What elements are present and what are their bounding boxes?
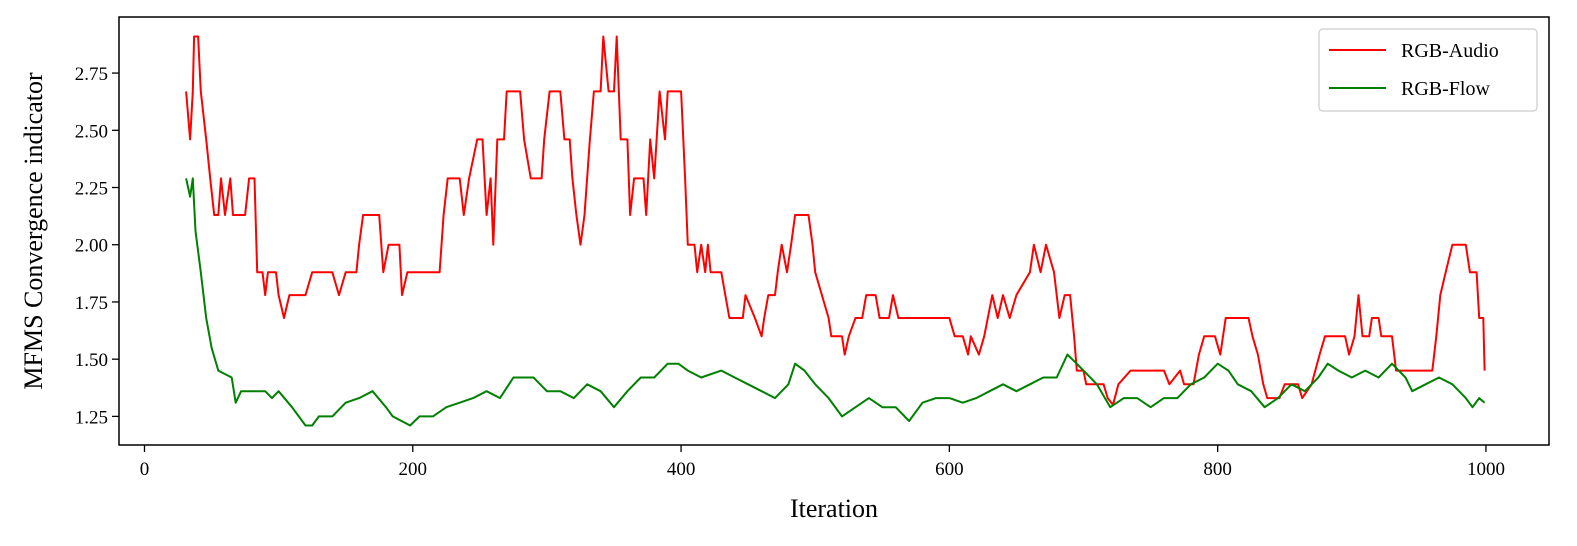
series-line xyxy=(185,177,1486,427)
y-axis-label: MFMS Convergence indicator xyxy=(19,72,48,390)
x-tick-label: 800 xyxy=(1203,459,1232,480)
y-tick-label: 2.25 xyxy=(75,179,108,200)
y-tick-label: 1.75 xyxy=(75,293,108,314)
legend-label: RGB-Flow xyxy=(1401,78,1490,100)
series-line xyxy=(185,35,1486,406)
x-tick-label: 200 xyxy=(399,459,428,480)
x-axis-label: Iteration xyxy=(790,494,878,523)
y-tick-label: 1.25 xyxy=(75,407,108,428)
y-tick-label: 2.00 xyxy=(75,236,108,257)
y-tick-label: 2.50 xyxy=(75,121,108,142)
y-tick-label: 1.50 xyxy=(75,350,108,371)
x-tick-label: 400 xyxy=(667,459,696,480)
x-tick-label: 1000 xyxy=(1467,459,1505,480)
plot-frame xyxy=(118,16,1550,446)
x-tick-label: 0 xyxy=(140,459,150,480)
y-tick-label: 2.75 xyxy=(75,64,108,85)
x-tick-label: 600 xyxy=(935,459,964,480)
legend-label: RGB-Audio xyxy=(1401,40,1499,62)
